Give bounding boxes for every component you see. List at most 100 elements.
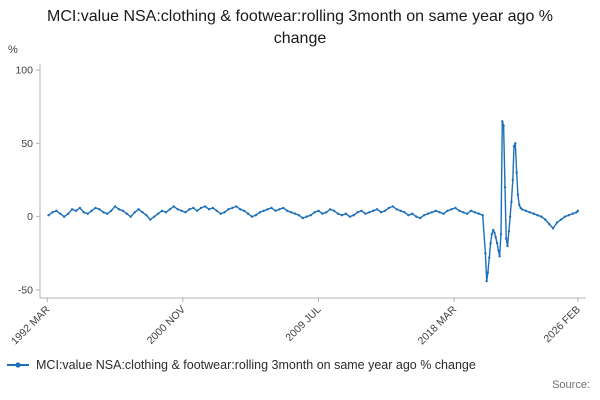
- series-point: [67, 212, 70, 215]
- series-point: [458, 209, 461, 212]
- series-point: [336, 212, 340, 215]
- series-point: [368, 211, 371, 214]
- series-point: [360, 209, 363, 212]
- series-point: [379, 211, 383, 214]
- series-point: [55, 209, 58, 212]
- series-point: [488, 256, 491, 259]
- x-tick-label: 2000 NOV: [145, 304, 188, 347]
- series-point: [270, 206, 273, 210]
- y-tick-label: -50: [18, 285, 33, 297]
- series-point: [407, 214, 410, 217]
- series-point: [117, 208, 121, 211]
- series-point: [544, 218, 547, 221]
- series-point: [520, 208, 524, 211]
- series-point: [329, 208, 332, 211]
- series-point: [90, 209, 93, 212]
- series-point: [274, 209, 277, 212]
- series-point: [305, 215, 308, 218]
- series-point: [149, 218, 152, 221]
- series-point: [348, 215, 351, 218]
- series-point: [352, 214, 355, 217]
- series-point: [484, 252, 487, 255]
- series-point: [411, 212, 414, 215]
- series-point: [278, 208, 281, 211]
- series-point: [438, 211, 441, 214]
- series-point: [203, 205, 207, 208]
- series-point: [489, 241, 492, 245]
- series-point: [172, 205, 175, 208]
- series-point: [510, 200, 513, 204]
- series-point: [254, 214, 258, 217]
- series-point: [391, 205, 394, 208]
- series-point: [498, 255, 501, 258]
- y-tick-label: 50: [21, 138, 33, 150]
- series-point: [446, 209, 449, 212]
- series-point: [540, 215, 543, 218]
- source-label: Source:: [552, 379, 590, 391]
- x-tick-label: 2026 FEB: [541, 304, 583, 346]
- series-point: [78, 206, 82, 210]
- series-point: [301, 216, 304, 220]
- series-point: [82, 211, 86, 214]
- series-point: [325, 211, 328, 214]
- series-point: [511, 178, 514, 182]
- series-point: [160, 209, 164, 212]
- series-point: [317, 209, 320, 212]
- x-tick-label: 1992 MAR: [9, 303, 53, 347]
- series-point: [536, 214, 539, 217]
- series-point: [121, 209, 125, 212]
- series-point: [59, 212, 62, 215]
- series-point: [141, 211, 144, 214]
- series-point: [289, 211, 293, 214]
- series-point: [454, 206, 457, 210]
- series-point: [246, 212, 250, 215]
- series-point: [215, 209, 218, 212]
- series-point: [485, 280, 488, 283]
- series-point: [422, 214, 426, 217]
- line-chart-canvas[interactable]: 100 50 0 -50 1992 MAR 2000 NOV 2009 JUL 2018 MA…: [0, 56, 600, 354]
- series-point: [473, 211, 477, 214]
- series-point: [180, 209, 183, 212]
- series-point: [86, 212, 89, 215]
- series-point: [515, 171, 518, 174]
- series-point: [211, 206, 215, 210]
- series-point: [98, 208, 101, 211]
- series-point: [356, 211, 359, 214]
- series-point: [567, 214, 570, 217]
- series-point: [514, 142, 517, 145]
- series-point: [188, 208, 191, 211]
- series-point: [168, 208, 172, 211]
- series-point: [503, 186, 507, 189]
- series-point: [313, 211, 316, 214]
- series-point: [502, 124, 505, 127]
- series-point: [486, 271, 490, 274]
- series-point: [419, 216, 422, 220]
- series-point: [395, 208, 398, 211]
- series-point: [153, 215, 156, 218]
- series-point: [184, 211, 187, 214]
- series-point: [551, 227, 555, 230]
- series-point: [548, 222, 551, 226]
- series-point: [507, 230, 511, 233]
- series-point: [239, 208, 242, 211]
- series-point: [493, 231, 496, 234]
- series-point: [403, 211, 406, 214]
- series-point: [199, 206, 203, 210]
- y-axis-unit-label: %: [8, 44, 18, 56]
- series-point: [321, 212, 324, 215]
- series-point: [137, 208, 140, 211]
- series-point: [383, 209, 387, 212]
- series-point: [492, 228, 495, 232]
- series-point: [47, 214, 50, 217]
- series-point: [106, 212, 109, 215]
- series-point: [332, 209, 336, 212]
- series-point: [293, 212, 297, 215]
- series-point: [563, 215, 567, 218]
- series-point: [110, 209, 113, 212]
- series-point: [340, 214, 344, 217]
- series-point: [477, 212, 480, 215]
- series-point: [250, 215, 254, 218]
- series-point: [243, 209, 246, 212]
- series-point: [297, 214, 301, 217]
- series-point: [192, 206, 195, 210]
